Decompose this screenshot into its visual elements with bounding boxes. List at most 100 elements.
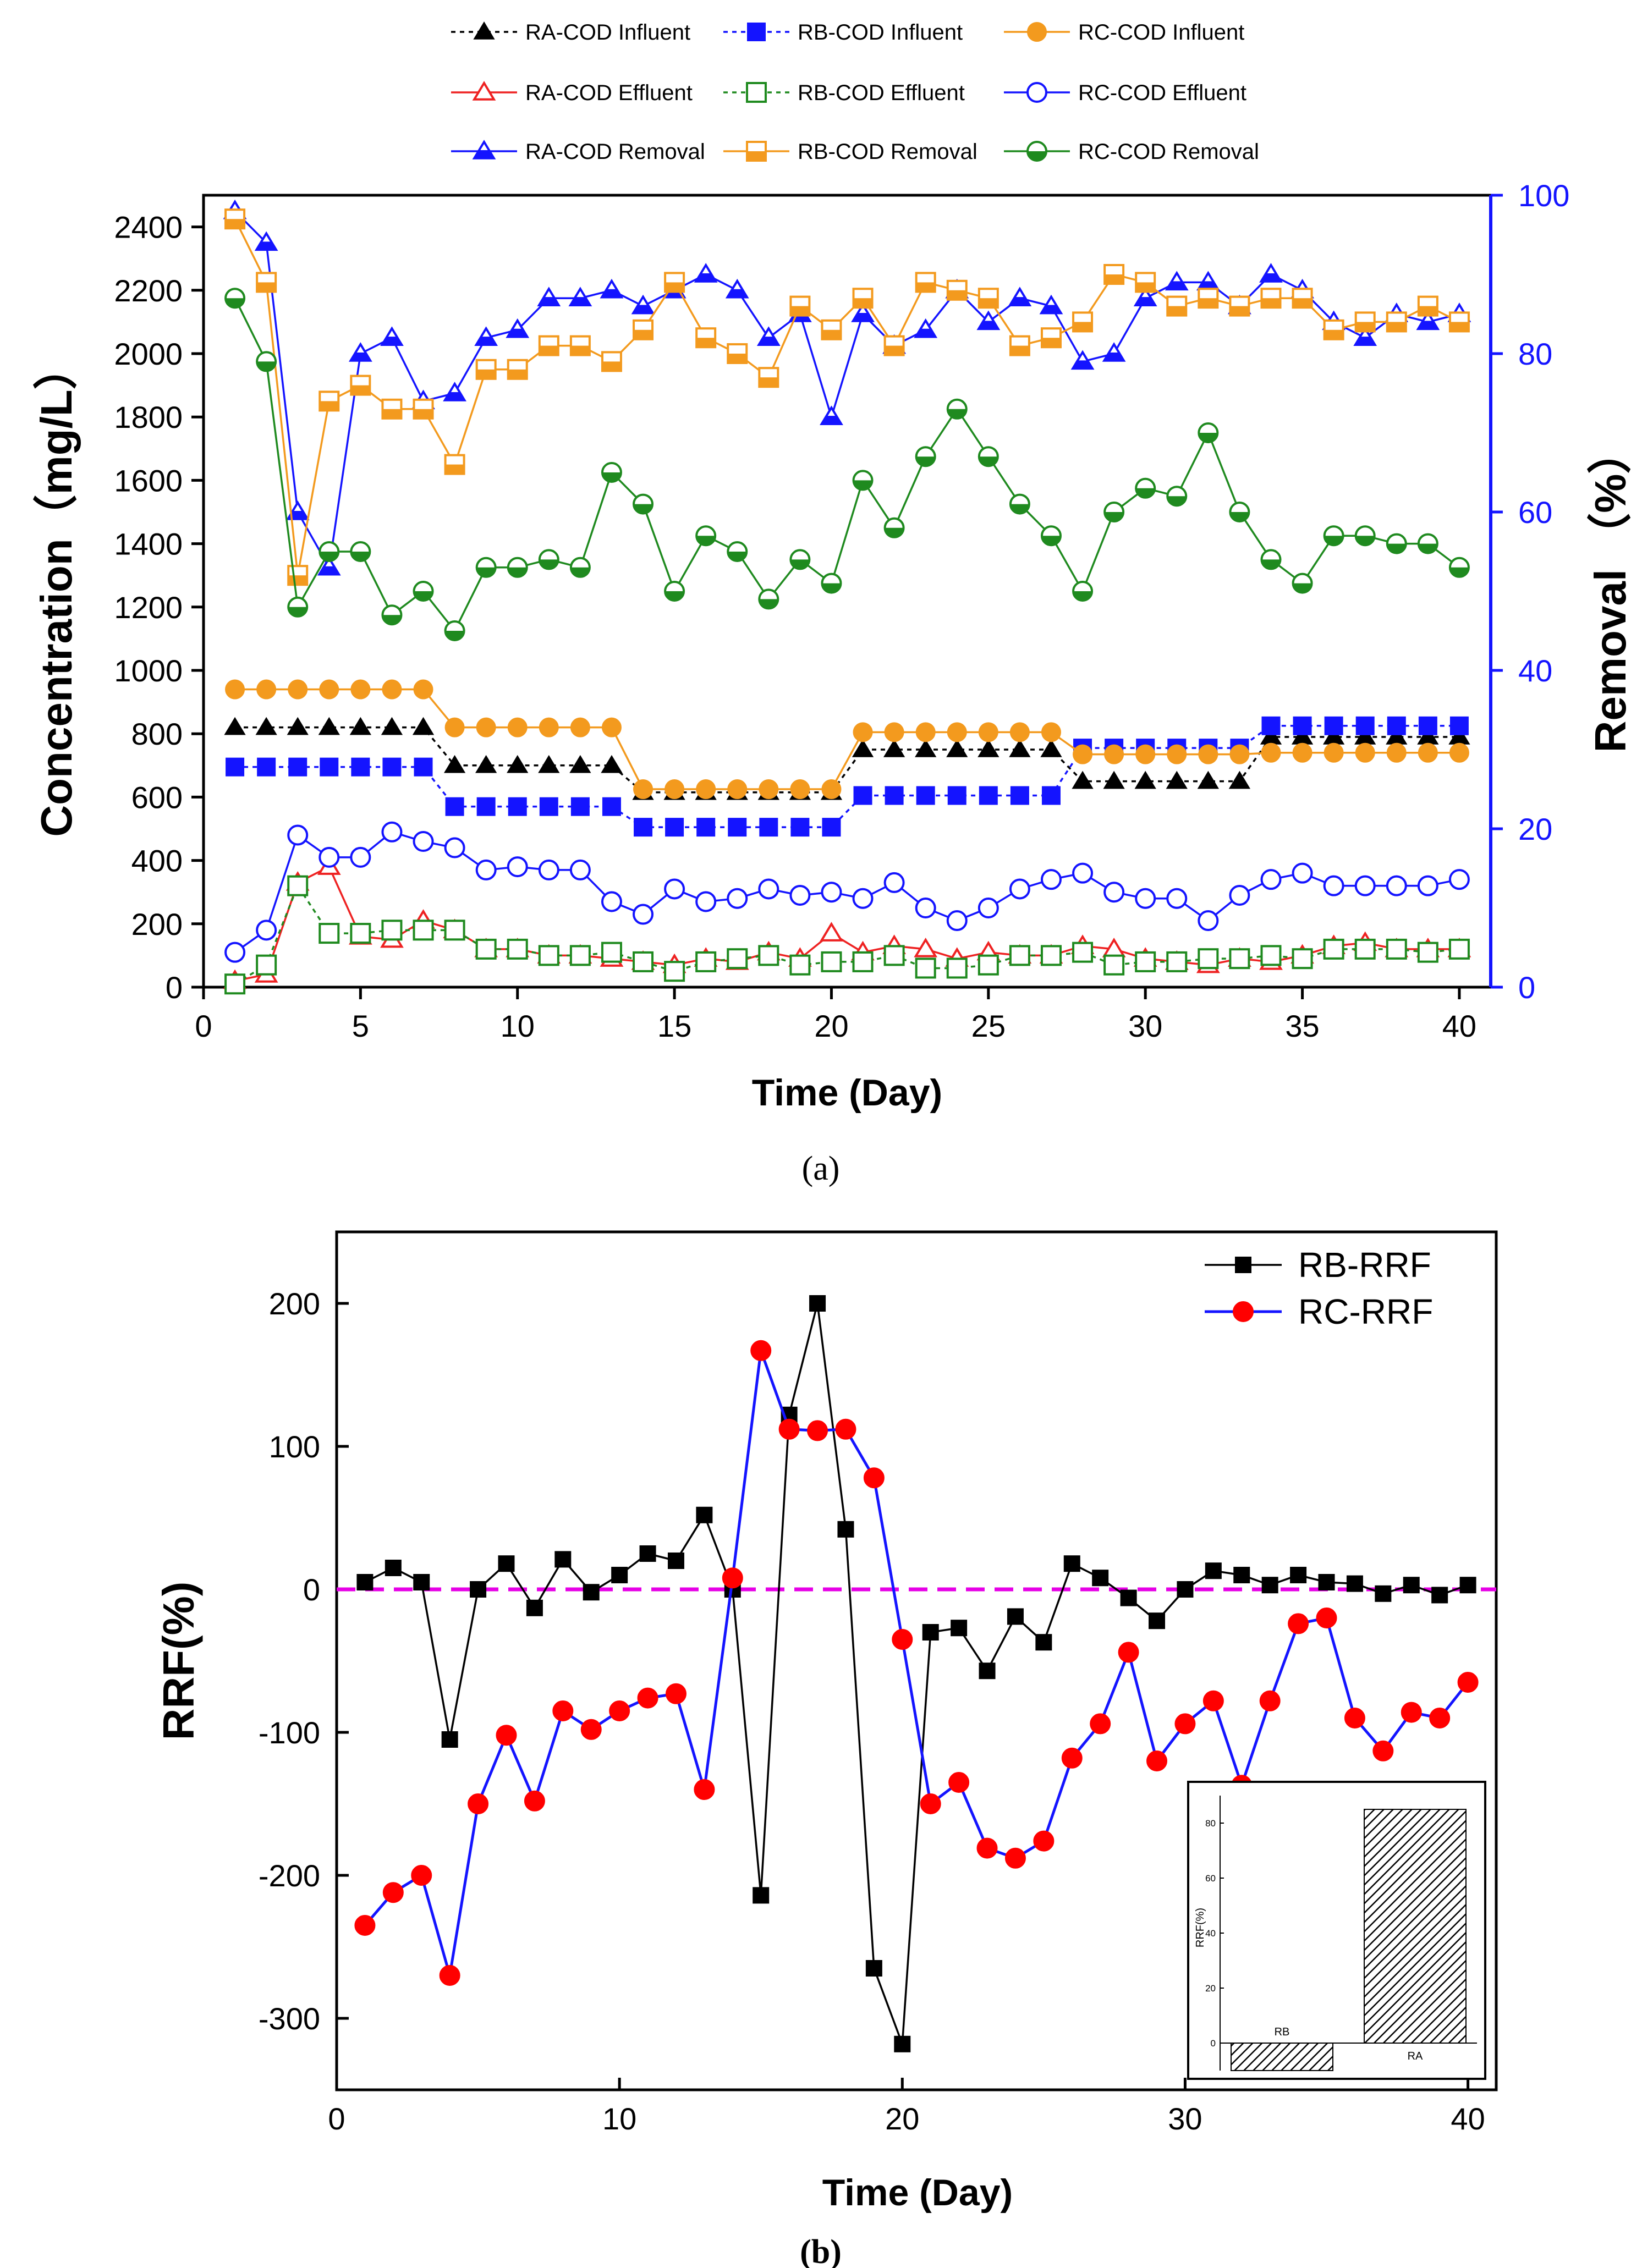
data-point (1354, 938, 1376, 960)
data-point (947, 786, 966, 805)
panel-b-xtick-label: 0 (328, 2101, 345, 2136)
data-point (865, 1960, 882, 1977)
data-point (1072, 862, 1094, 884)
panel-a-series (223, 199, 1471, 995)
data-point (977, 446, 999, 467)
data-point (354, 1915, 376, 1936)
data-point (552, 1700, 574, 1721)
legend-marker (747, 23, 766, 41)
data-point (498, 1555, 515, 1572)
data-point (1135, 272, 1156, 293)
data-point (695, 525, 717, 547)
data-point (1233, 1567, 1250, 1583)
data-point (727, 948, 748, 970)
data-point (1386, 742, 1407, 763)
data-point (318, 923, 340, 944)
data-point (444, 454, 465, 475)
panel-b-ytick-label: 100 (269, 1429, 320, 1464)
data-point (381, 398, 403, 420)
data-point (1061, 1747, 1083, 1769)
panel-b-xlabel: Time (Day) (822, 2172, 1013, 2214)
legend-marker (472, 81, 496, 101)
panel-b-label: (b) (800, 2233, 842, 2268)
series-line (235, 726, 1459, 794)
data-point (1035, 1634, 1052, 1651)
legend-item-ra-cod-effluent: RA-COD Effluent (451, 81, 693, 105)
data-point (382, 1882, 404, 1903)
data-point (538, 549, 559, 570)
data-point (915, 898, 936, 918)
data-point (414, 757, 433, 777)
data-point (1292, 742, 1312, 763)
panel-a-xtick-label: 30 (1128, 1009, 1162, 1043)
data-point (946, 279, 968, 301)
legend-label: RC-COD Influent (1078, 20, 1244, 45)
legend-item-rc-cod-removal: RC-COD Removal (1004, 140, 1259, 164)
legend-item-ra-cod-influent: RA-COD Influent (451, 20, 690, 45)
data-point (1387, 716, 1406, 735)
data-point (507, 856, 528, 878)
data-point (507, 938, 528, 960)
data-point (1007, 1608, 1024, 1625)
data-point (727, 888, 748, 909)
series-ra-cod-removal (223, 199, 1471, 576)
data-point (852, 288, 874, 309)
legend-label: RB-COD Influent (798, 20, 963, 45)
data-point (287, 565, 309, 586)
data-point (1386, 938, 1407, 960)
inset-ytick-label: 80 (1205, 1818, 1216, 1829)
data-point (224, 973, 246, 995)
panel-a-ytick-label: 2200 (114, 273, 183, 308)
data-point (1323, 875, 1344, 896)
panel-b-ytick-label: -200 (259, 1858, 320, 1893)
data-point (350, 923, 371, 944)
data-point (441, 1731, 458, 1748)
data-point (1229, 884, 1250, 906)
data-point (1102, 342, 1126, 362)
data-point (1198, 948, 1219, 970)
data-point (569, 335, 591, 356)
data-point (1009, 945, 1030, 966)
data-point (1041, 722, 1061, 742)
data-point (1135, 888, 1156, 909)
data-point (600, 278, 624, 299)
panel-a-y2label: Removal （%） (1586, 430, 1635, 753)
data-point (1072, 581, 1094, 602)
data-point (977, 898, 999, 918)
data-point (946, 739, 968, 757)
data-point (837, 1521, 854, 1538)
data-point (1346, 1575, 1363, 1592)
inset-ytick-label: 0 (1211, 2038, 1216, 2049)
panel-b-ytick-label: -300 (259, 2001, 320, 2036)
data-point (1261, 716, 1281, 735)
series-rc-cod-influent (225, 679, 1469, 799)
data-point (1009, 493, 1030, 515)
data-point (257, 757, 276, 777)
data-point (1103, 882, 1125, 903)
inset-category-label: RA (1408, 2050, 1423, 2062)
legend-marker (746, 82, 767, 103)
data-point (1431, 1587, 1448, 1604)
data-point (758, 588, 779, 610)
data-point (1229, 744, 1250, 764)
panel-a-ylabel: Concentration（mg/L） (32, 345, 81, 836)
data-point (287, 875, 309, 896)
data-point (820, 405, 843, 425)
panel-a-ytick-label: 0 (166, 970, 183, 1005)
data-point (413, 581, 434, 602)
data-point (583, 1584, 600, 1601)
data-point (381, 717, 403, 735)
data-point (665, 779, 685, 799)
data-point (759, 779, 779, 799)
data-point (1040, 327, 1062, 349)
data-point (639, 1545, 656, 1562)
data-point (538, 335, 559, 356)
panel-b-ylabel: RRF(%) (154, 1582, 203, 1741)
data-point (1070, 350, 1095, 370)
data-point (1229, 295, 1250, 317)
data-point (633, 319, 654, 340)
data-point (1372, 1740, 1394, 1761)
data-point (226, 757, 245, 777)
data-point (1318, 1574, 1335, 1590)
data-point (1039, 294, 1063, 315)
